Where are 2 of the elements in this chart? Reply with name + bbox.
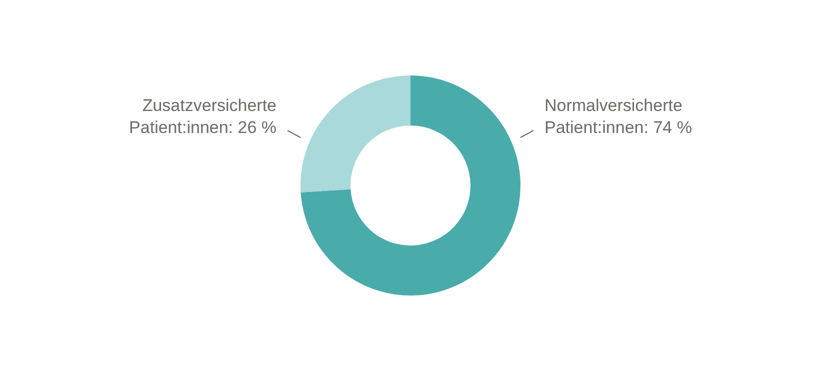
slice-label: Zusatzversicherte Patient:innen: 26 % [129,96,277,137]
slice-label: Normalversicherte Patient:innen: 74 % [544,96,692,137]
